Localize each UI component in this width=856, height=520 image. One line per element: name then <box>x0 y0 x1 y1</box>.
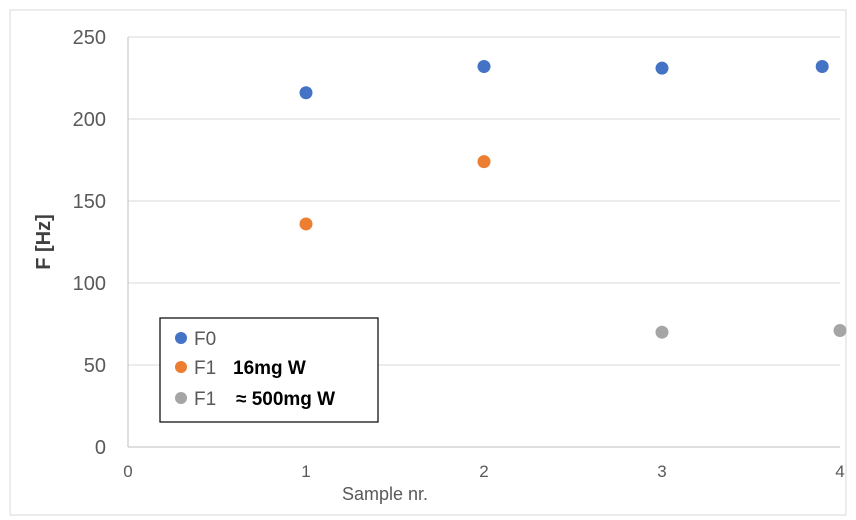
legend-label-f0: F0 <box>194 329 216 350</box>
y-axis-label: F [Hz] <box>33 214 55 270</box>
x-axis-label: Sample nr. <box>342 484 428 504</box>
legend-marker-f0 <box>175 332 187 344</box>
legend-marker-f1-500mg <box>175 392 187 404</box>
legend-label-f1-16mg: F1 <box>194 358 216 379</box>
data-point-series-0 <box>299 86 313 100</box>
data-point-series-0 <box>815 60 829 74</box>
y-tick-label: 0 <box>95 437 106 459</box>
x-tick-label: 1 <box>301 462 310 481</box>
legend-label-f1-16mg-suffix: 16mg W <box>233 358 306 379</box>
x-tick-label: 3 <box>657 462 666 481</box>
data-point-series-0 <box>477 60 491 74</box>
data-point-series-2 <box>655 325 669 339</box>
y-tick-labels: 0 50 100 150 200 250 <box>73 27 106 459</box>
grid-lines <box>128 36 840 366</box>
axes <box>127 37 840 448</box>
legend-marker-f1-16mg <box>175 361 187 373</box>
data-points <box>299 60 847 339</box>
data-point-series-1 <box>477 155 491 169</box>
x-tick-label: 2 <box>479 462 488 481</box>
legend-box <box>159 317 379 423</box>
y-tick-label: 250 <box>73 27 106 49</box>
data-point-series-1 <box>299 217 313 231</box>
y-tick-label: 100 <box>73 273 106 295</box>
x-tick-labels: 0 1 2 3 4 <box>123 462 844 481</box>
legend-label-f1-500mg: F1 <box>194 389 216 410</box>
chart-frame <box>9 9 847 516</box>
legend-label-f1-500mg-suffix: ≈ 500mg W <box>236 389 335 410</box>
legend: F0 F1 16mg W F1 ≈ 500mg W <box>159 317 379 423</box>
x-tick-label: 0 <box>123 462 132 481</box>
y-tick-label: 150 <box>73 191 106 213</box>
data-point-series-2 <box>833 324 847 338</box>
y-tick-label: 50 <box>84 355 106 377</box>
y-tick-label: 200 <box>73 109 106 131</box>
data-point-series-0 <box>655 61 669 75</box>
x-tick-label: 4 <box>835 462 844 481</box>
